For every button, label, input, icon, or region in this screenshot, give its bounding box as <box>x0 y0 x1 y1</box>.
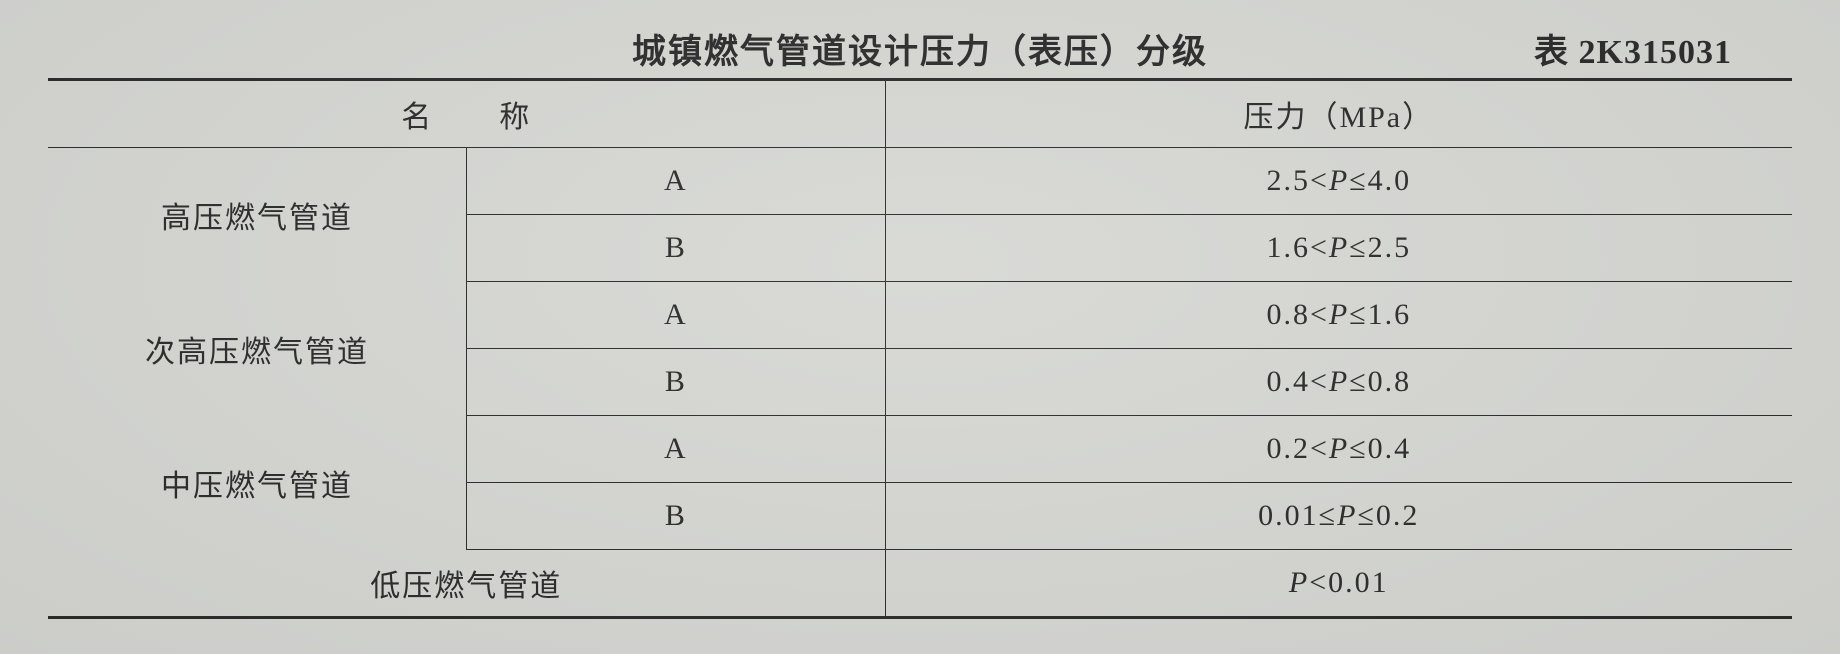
table-number: 表 2K315031 <box>1534 24 1732 73</box>
table-row: 中压燃气管道 A 0.2<P≤0.4 <box>48 416 1792 483</box>
pressure-cell: 0.8<P≤1.6 <box>885 282 1792 349</box>
col-header-pressure: 压力（MPa） <box>885 80 1792 148</box>
col-header-name-char1: 名 <box>401 101 433 134</box>
table-title: 城镇燃气管道设计压力（表压）分级 <box>48 24 1792 73</box>
table-row: 次高压燃气管道 A 0.8<P≤1.6 <box>48 282 1792 349</box>
title-row: 城镇燃气管道设计压力（表压）分级 表 2K315031 <box>48 18 1792 72</box>
pressure-cell: 0.01≤P≤0.2 <box>885 483 1792 550</box>
pressure-cell: P<0.01 <box>885 550 1792 618</box>
col-header-name-char2: 称 <box>499 101 531 134</box>
page: 城镇燃气管道设计压力（表压）分级 表 2K315031 名称 压力（MPa） 高… <box>0 0 1840 654</box>
subclass-cell: A <box>467 416 886 483</box>
category-cell: 中压燃气管道 <box>48 416 467 550</box>
table-header-row: 名称 压力（MPa） <box>48 80 1792 148</box>
pressure-cell: 0.4<P≤0.8 <box>885 349 1792 416</box>
subclass-cell: B <box>467 483 886 550</box>
category-cell: 高压燃气管道 <box>48 148 467 282</box>
pressure-cell: 0.2<P≤0.4 <box>885 416 1792 483</box>
table-row: 高压燃气管道 A 2.5<P≤4.0 <box>48 148 1792 215</box>
gas-pressure-table: 名称 压力（MPa） 高压燃气管道 A 2.5<P≤4.0 B 1.6<P≤2.… <box>48 78 1792 619</box>
subclass-cell: A <box>467 148 886 215</box>
subclass-cell: B <box>467 349 886 416</box>
category-cell: 次高压燃气管道 <box>48 282 467 416</box>
table-row: 低压燃气管道 P<0.01 <box>48 550 1792 618</box>
pressure-cell: 1.6<P≤2.5 <box>885 215 1792 282</box>
category-cell: 低压燃气管道 <box>48 550 885 618</box>
col-header-name: 名称 <box>48 80 885 148</box>
pressure-cell: 2.5<P≤4.0 <box>885 148 1792 215</box>
subclass-cell: B <box>467 215 886 282</box>
subclass-cell: A <box>467 282 886 349</box>
